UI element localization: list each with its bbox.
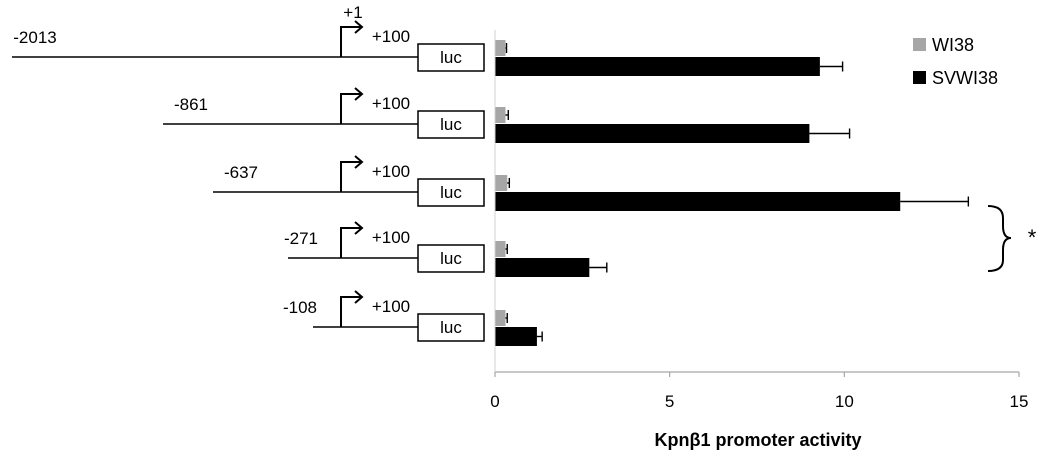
significance-bracket: * xyxy=(987,205,1037,272)
x-axis-title: Kpnβ1 promoter activity xyxy=(654,430,861,450)
tss-arrow-head xyxy=(354,221,364,235)
x-axis: 0 5 10 15 xyxy=(490,30,1028,411)
luc-box xyxy=(417,43,485,72)
bracket xyxy=(987,205,1012,272)
luc-label: luc xyxy=(440,115,462,134)
tss-arrow-head xyxy=(354,20,364,34)
luc-label: luc xyxy=(440,48,462,67)
construct-row: -108 +100 luc xyxy=(283,290,485,342)
bar-wi38 xyxy=(495,310,506,326)
end-position-label: +100 xyxy=(372,94,410,113)
construct-row: -637 +100 luc xyxy=(213,155,485,207)
end-position-label: +100 xyxy=(372,162,410,181)
legend-label: WI38 xyxy=(932,35,974,55)
construct-start-label: -2013 xyxy=(13,28,56,47)
construct-start-label: -637 xyxy=(224,163,258,182)
bar-svwi38 xyxy=(495,192,901,211)
end-position-label: +100 xyxy=(372,228,410,247)
construct-start-label: -271 xyxy=(284,229,318,248)
legend-swatch xyxy=(913,71,926,84)
bar-wi38 xyxy=(495,175,508,191)
bar-svwi38 xyxy=(495,57,820,76)
tss-arrow-head xyxy=(354,155,364,169)
error-bar xyxy=(809,128,851,139)
x-tick-label: 10 xyxy=(835,392,854,411)
luc-box xyxy=(417,110,485,139)
legend-label: SVWI38 xyxy=(932,68,998,88)
construct-row: -861 +100 luc xyxy=(163,87,485,139)
construct-row: -2013 +100 luc xyxy=(12,20,485,72)
tss-arrow xyxy=(340,93,361,124)
luc-box xyxy=(417,244,485,273)
x-tick-label: 5 xyxy=(665,392,674,411)
error-bar xyxy=(507,178,511,188)
luc-box xyxy=(417,313,485,342)
error-bar xyxy=(505,244,508,254)
bar-wi38 xyxy=(495,107,506,123)
bar-wi38 xyxy=(495,241,506,257)
error-bar xyxy=(505,43,508,53)
x-tick-label: 0 xyxy=(490,392,499,411)
tss-arrow xyxy=(340,296,361,327)
construct-row: -271 +100 luc xyxy=(284,221,485,273)
error-bar xyxy=(536,331,543,342)
bar-wi38 xyxy=(495,40,506,56)
error-bar xyxy=(589,262,608,273)
tss-label: +1 xyxy=(343,3,362,22)
end-position-label: +100 xyxy=(372,27,410,46)
tss-arrow-head xyxy=(354,87,364,101)
bar-plot-area xyxy=(495,40,970,346)
promoter-constructs: -2013 +100 luc -861 +100 luc -637 +100 luc -271 +1… xyxy=(12,3,485,342)
bar-svwi38 xyxy=(495,327,537,346)
tss-arrow xyxy=(340,227,361,258)
error-bar xyxy=(505,110,509,120)
tss-arrow-head xyxy=(354,290,364,304)
error-bar xyxy=(900,196,970,207)
legend: WI38 SVWI38 xyxy=(913,35,998,88)
x-tick-label: 15 xyxy=(1010,392,1029,411)
tss-arrow xyxy=(340,26,361,57)
end-position-label: +100 xyxy=(372,297,410,316)
luc-label: luc xyxy=(440,183,462,202)
bar-svwi38 xyxy=(495,124,810,143)
bar-svwi38 xyxy=(495,258,590,277)
significance-star: * xyxy=(1028,225,1037,250)
legend-swatch xyxy=(913,38,926,51)
tss-arrow xyxy=(340,161,361,192)
error-bar xyxy=(505,313,508,323)
luc-label: luc xyxy=(440,318,462,337)
construct-start-label: -861 xyxy=(174,95,208,114)
error-bar xyxy=(819,61,844,72)
construct-start-label: -108 xyxy=(283,298,317,317)
luc-label: luc xyxy=(440,249,462,268)
luc-box xyxy=(417,178,485,207)
